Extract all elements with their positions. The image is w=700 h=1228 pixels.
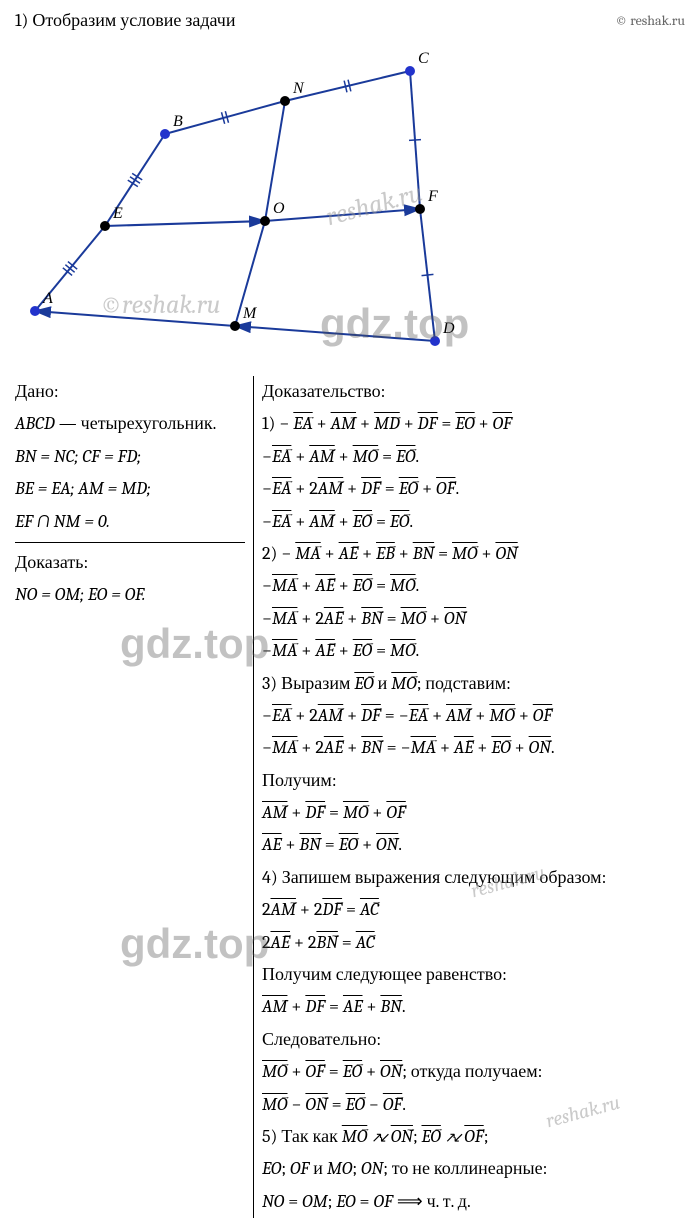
eq: AE + BN = EO + ON.: [262, 829, 685, 861]
right-column: Доказательство: 1) − EA + AM + MD + DF =…: [254, 376, 685, 1218]
copyright: © reshak.ru: [615, 12, 685, 29]
given-txt: — четырехугольник.: [55, 413, 217, 434]
txt: Получим следующее равенство:: [262, 959, 685, 991]
eq: 2) − MA + AE + EB + BN = MO + ON: [262, 538, 685, 570]
eq: −EA + AM + EO = EO.: [262, 506, 685, 538]
eq: 1) − EA + AM + MD + DF = EO + OF: [262, 408, 685, 440]
svg-text:D: D: [442, 320, 455, 337]
eq: −EA + 2AM + DF = EO + OF.: [262, 473, 685, 505]
separator: [15, 542, 245, 543]
eq: 5) Так как MO ↗↙ ON; EO ↗↙ OF;: [262, 1121, 685, 1153]
diagram-svg: A B C D E N F M O: [15, 41, 535, 351]
prove-line: NO = OM; EO = OF.: [15, 579, 245, 611]
header-row: 1) Отобразим условие задачи © reshak.ru: [15, 10, 685, 31]
eq: NO = OM; EO = OF ⟹ ч. т. д.: [262, 1186, 685, 1218]
proof-layout: Дано: ABCD — четырехугольник. BN = NC; C…: [15, 376, 685, 1218]
prove-heading: Доказать:: [15, 547, 245, 579]
proof-heading: Доказательство:: [262, 376, 685, 408]
svg-text:A: A: [42, 290, 53, 307]
svg-text:C: C: [418, 50, 429, 67]
svg-text:E: E: [112, 205, 123, 222]
eq: AM + DF = MO + OF: [262, 797, 685, 829]
geometry-diagram: A B C D E N F M O: [15, 41, 685, 356]
given-line: ABCD — четырехугольник.: [15, 408, 245, 440]
eq: EO; OF и MO; ON; то не коллинеарные:: [262, 1153, 685, 1185]
svg-text:M: M: [242, 305, 258, 322]
given-abcd: ABCD: [15, 413, 55, 434]
given-heading: Дано:: [15, 376, 245, 408]
svg-text:N: N: [292, 80, 305, 97]
eq: −MA + AE + EO = MO.: [262, 570, 685, 602]
svg-text:F: F: [427, 188, 438, 205]
given-line: BN = NC; CF = FD;: [15, 441, 245, 473]
txt: 4) Запишем выражения следующим образом:: [262, 862, 685, 894]
eq: MO + OF = EO + ON; откуда получаем:: [262, 1056, 685, 1088]
eq: −EA + 2AM + DF = −EA + AM + MO + OF: [262, 700, 685, 732]
eq: AM + DF = AE + BN.: [262, 991, 685, 1023]
left-column: Дано: ABCD — четырехугольник. BN = NC; C…: [15, 376, 254, 1218]
eq: 2AE + 2BN = AC: [262, 927, 685, 959]
page-title: 1) Отобразим условие задачи: [15, 10, 236, 31]
txt: Получим:: [262, 765, 685, 797]
eq: 2AM + 2DF = AC: [262, 894, 685, 926]
eq: −EA + AM + MO = EO.: [262, 441, 685, 473]
svg-text:O: O: [273, 200, 285, 217]
eq: −MA + 2AE + BN = MO + ON: [262, 603, 685, 635]
eq: −MA + 2AE + BN = −MA + AE + EO + ON.: [262, 732, 685, 764]
eq: −MA + AE + EO = MO.: [262, 635, 685, 667]
svg-text:B: B: [173, 113, 183, 130]
eq: MO − ON = EO − OF.: [262, 1089, 685, 1121]
txt: Следовательно:: [262, 1024, 685, 1056]
eq: 3) Выразим EO и MO; подставим:: [262, 668, 685, 700]
given-line: EF ∩ NM = 0.: [15, 506, 245, 538]
given-line: BE = EA; AM = MD;: [15, 473, 245, 505]
